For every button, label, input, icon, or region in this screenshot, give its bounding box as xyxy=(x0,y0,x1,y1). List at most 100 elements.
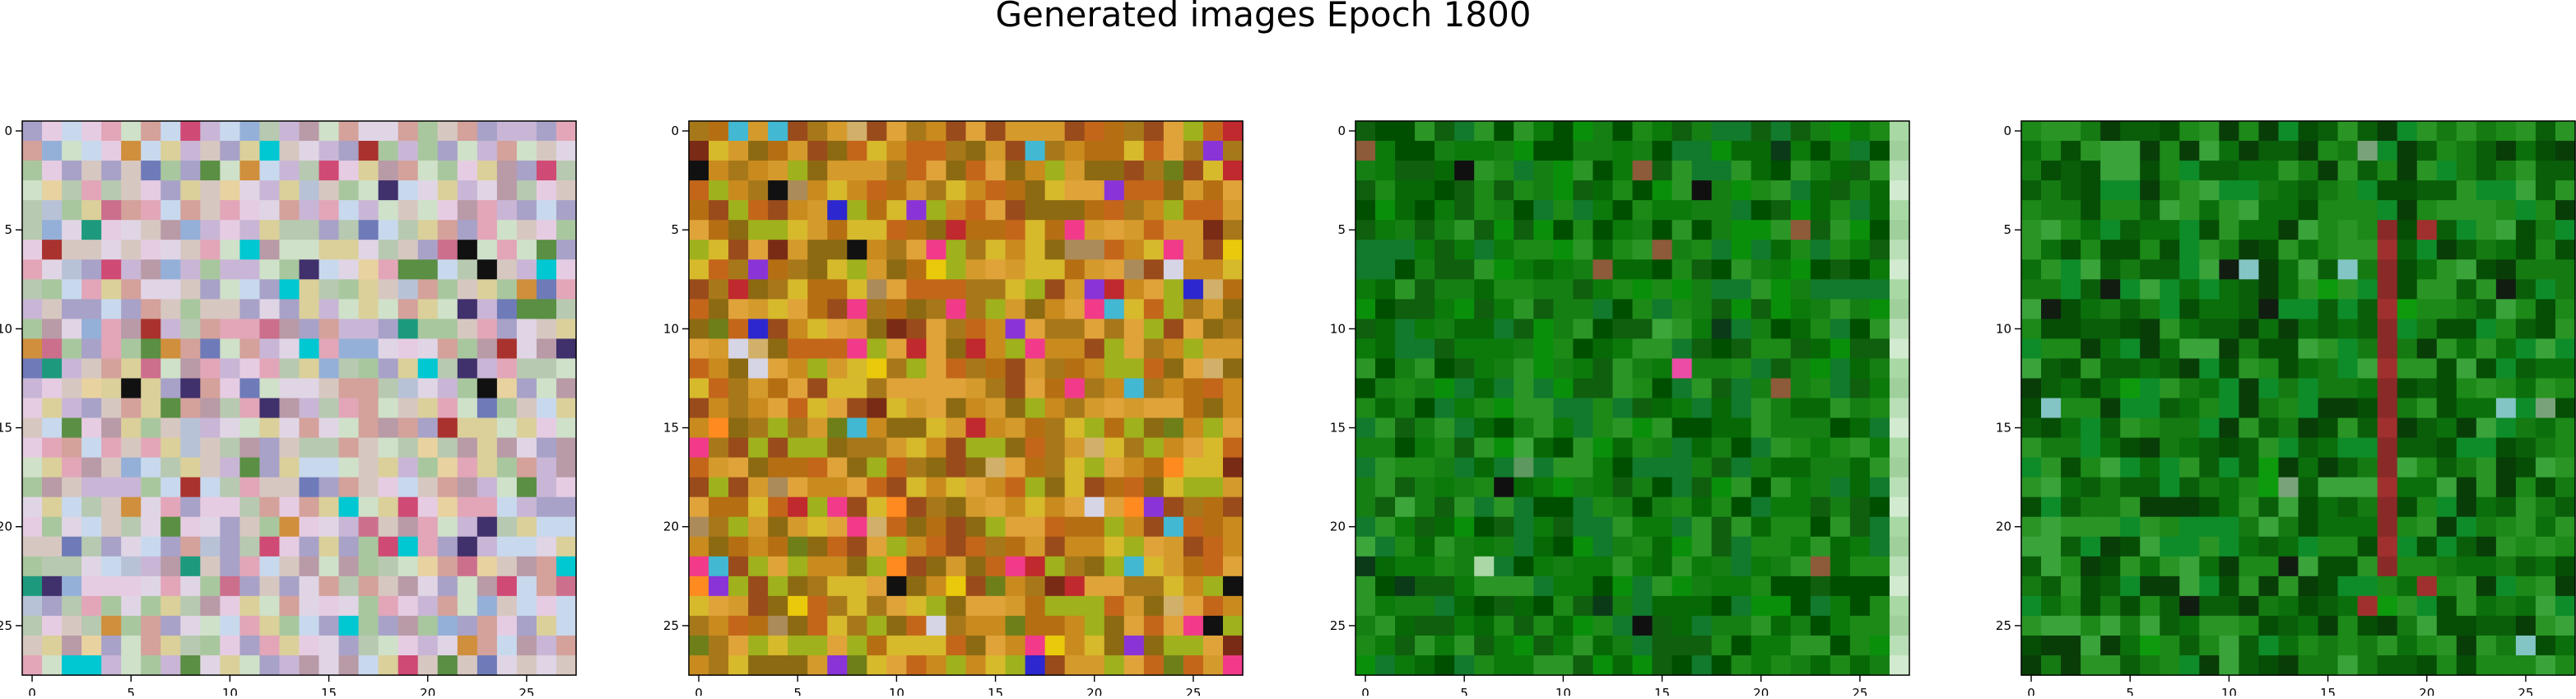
pixel-cell xyxy=(2416,437,2438,459)
pixel-cell xyxy=(1355,240,1376,260)
pixel-cell xyxy=(1163,299,1184,319)
pixel-cell xyxy=(1415,259,1435,280)
pixel-cell xyxy=(1889,516,1910,538)
pixel-cell xyxy=(827,358,848,380)
pixel-cell xyxy=(2140,299,2160,319)
pixel-cell xyxy=(1474,240,1495,260)
pixel-cell xyxy=(2219,279,2239,300)
pixel-cell xyxy=(1573,457,1594,478)
pixel-cell xyxy=(2239,655,2260,676)
pixel-cell xyxy=(160,615,181,636)
pixel-cell xyxy=(496,240,518,260)
pixel-cell xyxy=(827,319,848,339)
pixel-cell xyxy=(398,437,419,459)
pixel-cell xyxy=(886,576,907,597)
pixel-cell xyxy=(1514,378,1534,399)
pixel-cell xyxy=(477,477,498,498)
pixel-cell xyxy=(1123,635,1145,656)
pixel-cell xyxy=(1514,319,1534,339)
pixel-cell xyxy=(516,516,537,538)
pixel-cell xyxy=(2061,200,2081,221)
pixel-cell xyxy=(1474,655,1495,676)
pixel-cell xyxy=(1454,576,1475,597)
pixel-cell xyxy=(1025,121,1046,142)
pixel-cell xyxy=(141,536,161,557)
pixel-cell xyxy=(1751,437,1772,459)
pixel-cell xyxy=(2258,319,2280,339)
pixel-cell xyxy=(220,477,240,498)
pixel-cell xyxy=(1731,536,1752,557)
pixel-cell xyxy=(358,338,379,360)
pixel-cell xyxy=(2258,417,2280,439)
pixel-cell xyxy=(2436,457,2457,478)
pixel-cell xyxy=(2495,477,2517,498)
pixel-cell xyxy=(1454,240,1475,260)
pixel-cell xyxy=(1632,635,1653,656)
pixel-cell xyxy=(1064,655,1086,676)
pixel-cell xyxy=(2456,180,2477,201)
pixel-cell xyxy=(200,279,221,300)
pixel-cell xyxy=(1044,635,1066,656)
pixel-cell xyxy=(220,180,240,201)
pixel-cell xyxy=(417,635,439,656)
pixel-cell xyxy=(807,279,828,300)
pixel-cell xyxy=(1163,200,1184,221)
pixel-cell xyxy=(1889,240,1910,260)
pixel-cell xyxy=(358,200,379,221)
pixel-cell xyxy=(1084,180,1105,201)
pixel-cell xyxy=(2100,358,2121,380)
pixel-cell xyxy=(2535,180,2556,201)
pixel-cell xyxy=(2337,457,2359,478)
pixel-cell xyxy=(768,319,788,339)
pixel-cell xyxy=(2397,319,2418,339)
pixel-cell xyxy=(788,635,808,656)
pixel-cell xyxy=(62,655,82,676)
pixel-cell xyxy=(1123,200,1145,221)
pixel-cell xyxy=(42,536,63,557)
pixel-cell xyxy=(398,477,419,498)
pixel-cell xyxy=(2120,655,2141,676)
pixel-cell xyxy=(1104,457,1125,478)
pixel-cell xyxy=(2258,595,2280,617)
pixel-cell xyxy=(788,279,808,300)
pixel-cell xyxy=(2021,496,2042,518)
pixel-cell xyxy=(965,299,987,319)
pixel-cell xyxy=(2495,259,2517,280)
pixel-cell xyxy=(1454,319,1475,339)
pixel-cell xyxy=(2397,457,2418,478)
pixel-cell xyxy=(1869,655,1890,676)
pixel-cell xyxy=(2515,220,2536,240)
pixel-cell xyxy=(496,635,518,656)
pixel-cell xyxy=(2436,398,2457,419)
pixel-cell xyxy=(2100,595,2121,617)
pixel-cell xyxy=(2436,536,2457,557)
pixel-cell xyxy=(338,240,360,260)
pixel-cell xyxy=(1395,516,1416,538)
pixel-cell xyxy=(1202,496,1224,518)
pixel-cell xyxy=(788,398,808,419)
pixel-cell xyxy=(1375,378,1396,399)
pixel-cell xyxy=(1104,536,1125,557)
pixel-cell xyxy=(2416,595,2438,617)
pixel-cell xyxy=(1514,180,1534,201)
pixel-cell xyxy=(1202,378,1224,399)
pixel-cell xyxy=(847,615,867,636)
pixel-cell xyxy=(1064,240,1086,260)
pixel-cell xyxy=(2219,576,2239,597)
pixel-cell xyxy=(1064,536,1086,557)
pixel-cell xyxy=(299,358,320,380)
pixel-cell xyxy=(1751,220,1772,240)
pixel-cell xyxy=(200,615,221,636)
pixel-cell xyxy=(496,398,518,419)
pixel-cell xyxy=(1632,536,1653,557)
pixel-cell xyxy=(417,417,439,439)
pixel-cell xyxy=(728,556,749,577)
pixel-cell xyxy=(2219,655,2239,676)
pixel-cell xyxy=(827,457,848,478)
pixel-cell xyxy=(867,457,887,478)
pixel-cell xyxy=(1751,161,1772,181)
pixel-cell xyxy=(886,655,907,676)
pixel-cell xyxy=(1553,378,1574,399)
pixel-cell xyxy=(180,338,201,360)
pixel-cell xyxy=(398,299,419,319)
